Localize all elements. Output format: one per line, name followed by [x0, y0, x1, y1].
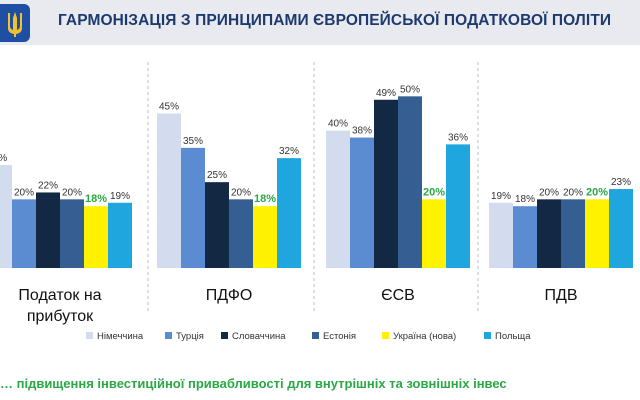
bar [326, 130, 350, 268]
legend-swatch [86, 332, 93, 339]
data-label: 20% [14, 187, 34, 198]
slide-header: ГАРМОНІЗАЦІЯ З ПРИНЦИПАМИ ЄВРОПЕЙСЬКОЇ П… [0, 0, 640, 45]
data-label: 35% [183, 136, 203, 147]
legend-label: Німеччина [97, 331, 144, 342]
legend-swatch [221, 332, 228, 339]
data-label: 19% [110, 191, 130, 202]
data-label: 20% [563, 187, 583, 198]
bar [181, 147, 205, 268]
data-label: 38% [352, 126, 372, 137]
bar [609, 189, 633, 268]
data-label: 18% [85, 193, 107, 205]
legend-label: Словаччина [232, 331, 286, 342]
legend-label: Турція [176, 331, 204, 342]
bar [350, 137, 374, 268]
legend-label: Естонія [323, 331, 356, 342]
data-label: 23% [611, 177, 631, 188]
bar [489, 202, 513, 268]
tax-rates-chart: 0%20%22%20%18%19%Податок наприбуток45%35… [0, 62, 633, 342]
bar [0, 165, 12, 268]
data-label: 45% [159, 102, 179, 113]
data-label: 50% [400, 84, 420, 95]
bar [253, 206, 277, 268]
bar [513, 206, 537, 268]
bar [537, 199, 561, 268]
data-label: 20% [586, 186, 608, 198]
legend-swatch [165, 332, 172, 339]
bar [229, 199, 253, 268]
legend-label: Польща [495, 331, 531, 342]
bar [205, 182, 229, 268]
category-label: прибуток [27, 308, 94, 325]
data-label: 22% [38, 180, 58, 191]
bar [422, 199, 446, 268]
legend-label: Україна (нова) [393, 331, 456, 342]
data-label: 25% [207, 170, 227, 181]
category-label: ПДФО [206, 287, 253, 304]
data-label: 20% [62, 187, 82, 198]
footer-note: … підвищення інвестиційної привабливості… [0, 376, 507, 391]
bar [36, 192, 60, 268]
bar [60, 199, 84, 268]
trident-icon [0, 4, 30, 42]
bar [374, 99, 398, 268]
bar [12, 199, 36, 268]
bar [585, 199, 609, 268]
category-label: ПДВ [544, 287, 577, 304]
data-label: 49% [376, 88, 396, 99]
data-label: 20% [423, 186, 445, 198]
data-label: 40% [328, 119, 348, 130]
data-label: 32% [279, 146, 299, 157]
data-label: 19% [491, 191, 511, 202]
category-label: Податок на [18, 287, 101, 304]
data-label: 20% [539, 187, 559, 198]
category-label: ЄСВ [381, 287, 415, 304]
bar [446, 144, 470, 268]
bar [277, 158, 301, 268]
data-label: 36% [448, 132, 468, 143]
bar [561, 199, 585, 268]
bar [157, 113, 181, 268]
data-label: 18% [515, 194, 535, 205]
data-label: 0% [0, 153, 7, 164]
bar [84, 206, 108, 268]
page-title: ГАРМОНІЗАЦІЯ З ПРИНЦИПАМИ ЄВРОПЕЙСЬКОЇ П… [58, 12, 612, 29]
bar [398, 96, 422, 268]
legend-swatch [312, 332, 319, 339]
legend-swatch [484, 332, 491, 339]
data-label: 20% [231, 187, 251, 198]
legend-swatch [382, 332, 389, 339]
data-label: 18% [254, 193, 276, 205]
bar [108, 202, 132, 268]
